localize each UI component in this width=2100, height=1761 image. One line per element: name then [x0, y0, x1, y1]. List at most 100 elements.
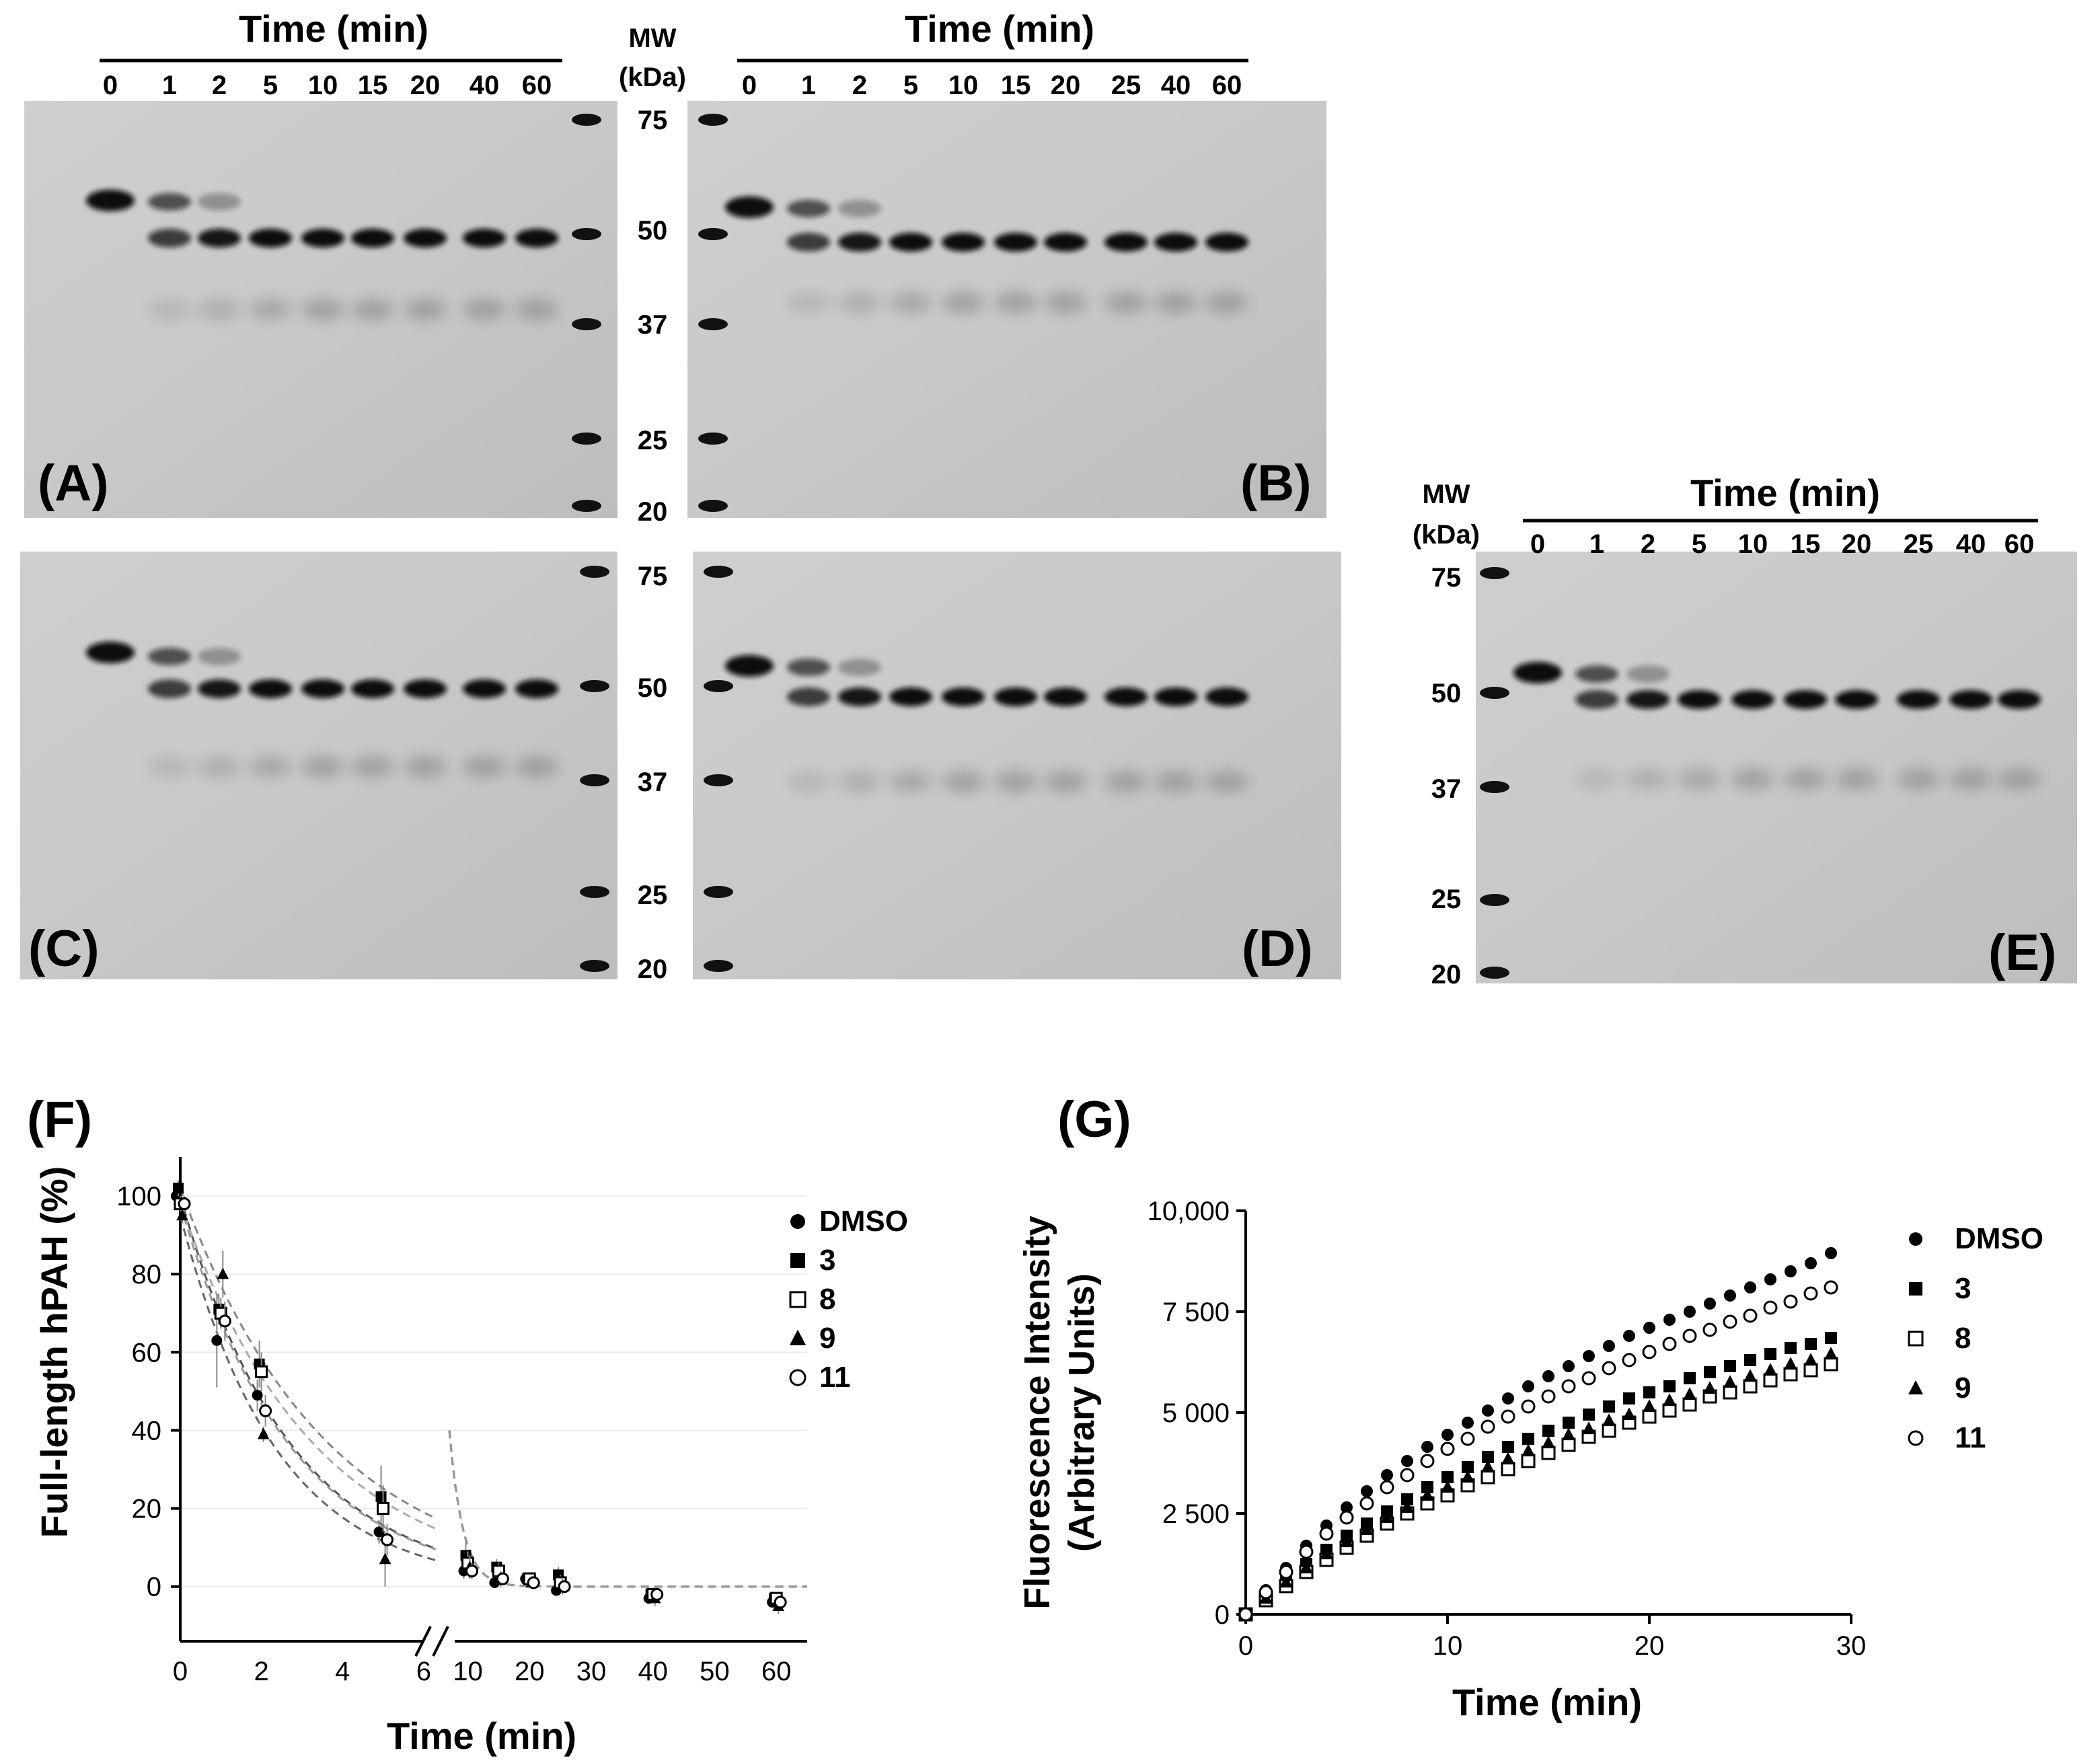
- protein-band-cleaved: [249, 229, 292, 248]
- lane-label: 20: [410, 71, 441, 100]
- data-point-DMSO: [1563, 1360, 1575, 1372]
- data-point-11: [1420, 1454, 1435, 1468]
- lane-label: 10: [948, 71, 979, 100]
- y-tick-label: 5 000: [1162, 1398, 1230, 1428]
- mw-marker-label: 37: [638, 310, 668, 340]
- data-point-11: [1440, 1441, 1455, 1456]
- protein-band-cleaved: [1044, 687, 1087, 706]
- protein-band-cleaved: [1835, 690, 1878, 709]
- protein-band-fragment: [838, 771, 881, 792]
- protein-band-cleaved: [463, 679, 506, 698]
- lane-label: 10: [308, 71, 338, 100]
- data-point-9: [1461, 1470, 1474, 1483]
- data-point-9: [176, 1209, 188, 1221]
- legend-marker: [1909, 1282, 1922, 1296]
- protein-band-full: [148, 648, 191, 665]
- protein-band-cleaved: [1949, 690, 1992, 709]
- data-point-9: [1643, 1399, 1656, 1413]
- legend-label: 9: [819, 1322, 835, 1355]
- data-point-11: [1279, 1565, 1293, 1579]
- lane-label: 5: [263, 71, 278, 100]
- protein-band-fragment: [1897, 768, 1940, 790]
- data-point-9: [1501, 1452, 1515, 1465]
- data-point-11: [259, 1404, 272, 1417]
- data-point-DMSO: [1542, 1370, 1554, 1382]
- protein-band-fragment: [1949, 768, 1992, 790]
- data-point-9: [1602, 1413, 1616, 1427]
- lane-label: 1: [162, 71, 177, 100]
- fit-curve: [179, 1203, 437, 1530]
- data-point-9: [1481, 1460, 1495, 1473]
- mw-marker-label: 25: [638, 426, 668, 455]
- data-point-9: [1441, 1480, 1454, 1493]
- data-point-DMSO: [1764, 1273, 1776, 1285]
- y-tick-label: 80: [132, 1260, 162, 1289]
- data-point-3: [1663, 1380, 1676, 1392]
- mw-title: MW: [628, 24, 676, 53]
- gridlines: [180, 1195, 807, 1587]
- mw-marker-label: 20: [638, 497, 668, 527]
- protein-band-fragment: [148, 299, 191, 320]
- data-point-9: [1622, 1407, 1636, 1421]
- protein-band-fragment: [404, 299, 447, 320]
- data-point-8: [1743, 1379, 1758, 1394]
- data-point-3: [375, 1491, 387, 1503]
- tick-labels: 0 2 500 5 000 7 500 10,000 0 10 20 30: [1148, 1197, 1867, 1661]
- lane-label: 1: [1589, 529, 1604, 559]
- legend-label: DMSO: [819, 1205, 908, 1238]
- data-point-11: [1501, 1409, 1515, 1424]
- data-point-8: [1602, 1423, 1616, 1438]
- protein-band-fragment: [301, 299, 344, 320]
- data-point-9: [1380, 1510, 1394, 1524]
- data-point-11: [465, 1564, 479, 1577]
- axis-break-mark: [414, 1626, 432, 1657]
- legend-marker: [790, 1253, 805, 1268]
- protein-band-full: [725, 196, 774, 218]
- ladder-band: [580, 774, 609, 786]
- data-point-9: [1562, 1427, 1575, 1441]
- mw-title: MW: [1422, 480, 1470, 509]
- ladder-band: [580, 960, 609, 972]
- panel-label-a: (A): [38, 455, 109, 512]
- data-point-11: [1359, 1496, 1374, 1511]
- data-point-DMSO: [1684, 1306, 1696, 1318]
- data-point-8: [1723, 1385, 1737, 1400]
- protein-band-full: [1513, 662, 1562, 683]
- data-point-9: [1340, 1534, 1353, 1548]
- mw-marker-label: 50: [1431, 679, 1462, 708]
- data-point-DMSO: [1401, 1455, 1413, 1467]
- data-point-3: [1583, 1409, 1595, 1421]
- data-point-8: [1763, 1373, 1778, 1388]
- ladder-band: [704, 886, 733, 898]
- data-point-DMSO: [1603, 1340, 1615, 1352]
- data-point-DMSO: [1482, 1404, 1494, 1417]
- data-point-DMSO: [1421, 1441, 1433, 1453]
- data-point-DMSO: [1805, 1257, 1817, 1269]
- protein-band-fragment: [1575, 768, 1618, 790]
- panel-label-g: (G): [1057, 1091, 1131, 1148]
- ladder-band: [580, 886, 609, 898]
- protein-band-full: [1626, 665, 1670, 683]
- lane-label: 40: [1161, 71, 1191, 100]
- data-point-9: [1743, 1369, 1757, 1382]
- data-point-3: [1522, 1433, 1534, 1445]
- gel-bands: [86, 114, 2041, 979]
- legend-marker: [789, 1369, 807, 1386]
- data-point-8: [1642, 1409, 1657, 1424]
- protein-band-cleaved: [1626, 690, 1670, 709]
- protein-band-cleaved: [515, 679, 558, 698]
- fit-curve: [179, 1187, 437, 1520]
- protein-band-fragment: [1784, 768, 1827, 790]
- lane-label: 60: [2004, 529, 2035, 559]
- data-point-9: [217, 1267, 229, 1279]
- protein-band-fragment: [889, 292, 932, 313]
- protein-band-fragment: [351, 299, 394, 320]
- sds-page-gels: [20, 101, 2077, 983]
- protein-band-fragment: [198, 299, 241, 320]
- y-tick-label: 20: [132, 1495, 162, 1524]
- data-point-8: [1480, 1470, 1495, 1485]
- mw-marker-label: 37: [638, 767, 668, 797]
- protein-band-fragment: [994, 292, 1037, 313]
- data-point-9: [1421, 1488, 1434, 1501]
- data-point-DMSO: [1522, 1380, 1534, 1392]
